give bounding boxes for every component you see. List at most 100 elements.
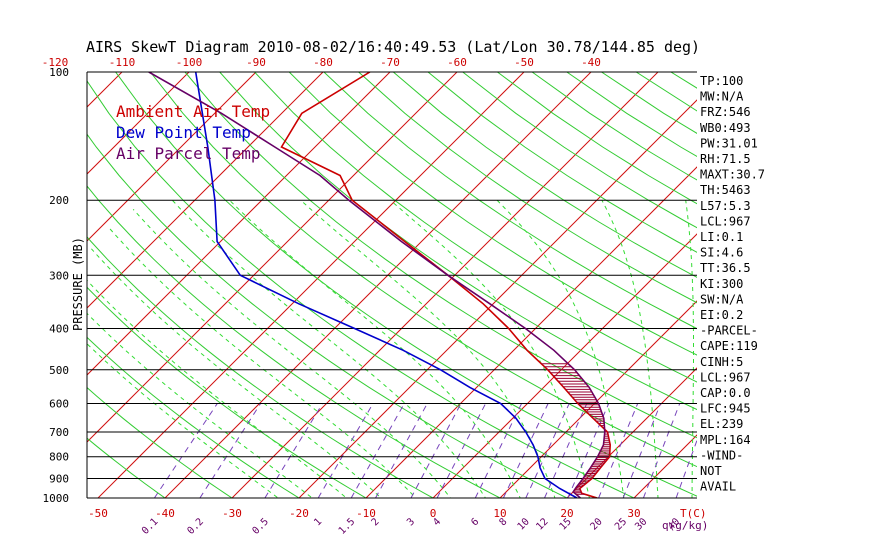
dry-adiabat-line xyxy=(288,72,697,356)
temp-tick-label-bottom: -40 xyxy=(155,507,175,520)
index-label: WB0:493 xyxy=(700,121,751,135)
isotherm-line xyxy=(826,72,870,507)
mixing-ratio-line xyxy=(317,403,374,498)
pressure-tick-label: 600 xyxy=(49,398,69,411)
index-label: L57:5.3 xyxy=(700,199,751,213)
mixing-ratio-label: 0.2 xyxy=(185,516,206,537)
temp-tick-label-top: -40 xyxy=(581,56,601,69)
mixing-ratio-line xyxy=(199,403,262,498)
index-label: AVAIL xyxy=(700,480,736,494)
mixing-ratio-label: 1 xyxy=(312,516,324,528)
isotherm-line xyxy=(87,72,458,443)
isotherm-line xyxy=(87,72,123,108)
mixing-ratio-label: 20 xyxy=(588,516,604,532)
moist-adiabat-line xyxy=(601,199,659,498)
dry-adiabat-line xyxy=(184,72,697,439)
temp-tick-label-bottom: 30 xyxy=(627,507,640,520)
dry-adiabat-line xyxy=(497,72,697,205)
index-label: TT:36.5 xyxy=(700,261,751,275)
index-label: CAP:0.0 xyxy=(700,386,751,400)
mixing-ratio-label: 4 xyxy=(431,516,443,528)
temp-tick-label-bottom: -30 xyxy=(222,507,242,520)
temp-tick-label-top: -90 xyxy=(246,56,266,69)
isotherm-line xyxy=(87,72,257,242)
mixing-ratio-label: 12 xyxy=(534,516,550,532)
legend: Ambient Air Temp Dew Point Temp Air Parc… xyxy=(116,102,270,163)
mixing-ratio-label: 1.5 xyxy=(337,516,358,537)
index-label: -WIND- xyxy=(700,448,743,462)
isotherm-line xyxy=(432,233,697,498)
index-label: SI:4.6 xyxy=(700,246,743,260)
index-label: TH:5463 xyxy=(700,183,751,197)
pressure-tick-label: 200 xyxy=(49,194,69,207)
mixing-ratio-line xyxy=(153,403,218,498)
mixing-ratio-line xyxy=(350,403,405,498)
temp-tick-label-bottom: 0 xyxy=(430,507,437,520)
index-label: RH:71.5 xyxy=(700,152,751,166)
temp-tick-label-top: -80 xyxy=(313,56,333,69)
pressure-tick-label: 800 xyxy=(49,451,69,464)
dry-adiabat-line xyxy=(427,72,697,253)
dry-adiabat-line xyxy=(358,72,697,304)
temp-tick-label-top: -60 xyxy=(447,56,467,69)
dry-adiabat-line xyxy=(254,72,697,383)
temp-tick-label-top: -120 xyxy=(42,56,69,69)
temp-tick-label-bottom: -20 xyxy=(289,507,309,520)
dry-adiabat-line xyxy=(392,72,697,278)
mixing-ratio-label: 6 xyxy=(469,516,481,528)
index-label: MW:N/A xyxy=(700,90,744,104)
moist-adiabat-line xyxy=(300,199,556,498)
temp-tick-labels-bottom: -50 -40 -30 -20 -10 0 10 20 30 xyxy=(88,507,641,520)
temp-tick-labels-top: -120 -110 -100 -90 -80 -70 -60 -50 -40 xyxy=(42,56,601,69)
mixing-ratio-label: 2 xyxy=(370,516,382,528)
pressure-tick-label: 400 xyxy=(49,323,69,336)
pressure-tick-label: 100 xyxy=(49,66,69,79)
temp-tick-label-bottom: -10 xyxy=(356,507,376,520)
index-label: EL:239 xyxy=(700,417,743,431)
pressure-tick-label: 700 xyxy=(49,426,69,439)
index-label: SW:N/A xyxy=(700,292,744,306)
moist-adiabat-line xyxy=(87,343,279,498)
dry-adiabat-line xyxy=(323,72,697,330)
index-label: TP:100 xyxy=(700,74,743,88)
index-label: FRZ:546 xyxy=(700,105,751,119)
mixing-ratio-line xyxy=(598,403,639,498)
mixing-ratio-unit: q(g/kg) xyxy=(662,519,708,532)
mixing-ratio-label: 0.5 xyxy=(250,516,271,537)
dry-adiabat-line xyxy=(87,336,300,498)
y-axis-label: PRESSURE (MB) xyxy=(71,237,85,331)
legend-air-parcel-temp: Air Parcel Temp xyxy=(116,144,261,163)
isotherm-line xyxy=(87,72,190,175)
mixing-ratio-line xyxy=(436,403,487,498)
moist-adiabat-line xyxy=(685,200,694,498)
index-label: EI:0.2 xyxy=(700,308,743,322)
temp-tick-label-top: -110 xyxy=(109,56,136,69)
temp-tick-label-bottom: 10 xyxy=(493,507,506,520)
moist-adiabat-line xyxy=(171,199,487,498)
isotherm-line xyxy=(0,72,55,507)
pressure-tick-label: 900 xyxy=(49,473,69,486)
pressure-tick-labels: 100 200 300 400 500 600 700 800 900 1000 xyxy=(43,66,70,505)
temp-axis-unit: T(C) xyxy=(680,507,707,520)
mixing-ratio-line xyxy=(642,403,681,498)
isotherm-line xyxy=(97,72,525,498)
temp-tick-label-top: -70 xyxy=(380,56,400,69)
isotherm-line xyxy=(759,72,870,507)
moist-adiabat-line xyxy=(132,208,452,498)
temp-tick-label-top: -100 xyxy=(176,56,203,69)
mixing-ratio-line xyxy=(264,403,323,498)
index-label: -PARCEL- xyxy=(700,324,758,338)
moist-adiabat-line xyxy=(496,199,625,498)
mixing-ratio-line xyxy=(410,403,462,498)
isotherm-line xyxy=(231,72,659,498)
moist-adiabat-line xyxy=(91,248,382,498)
moist-adiabat-line xyxy=(87,279,348,498)
profiles xyxy=(148,72,612,498)
mixing-ratio-label: 3 xyxy=(405,516,417,528)
index-label: LCL:967 xyxy=(700,214,751,228)
index-label: LI:0.1 xyxy=(700,230,743,244)
dry-adiabat-line xyxy=(87,386,233,498)
isotherm-line xyxy=(298,99,697,498)
pressure-tick-label: 500 xyxy=(49,364,69,377)
